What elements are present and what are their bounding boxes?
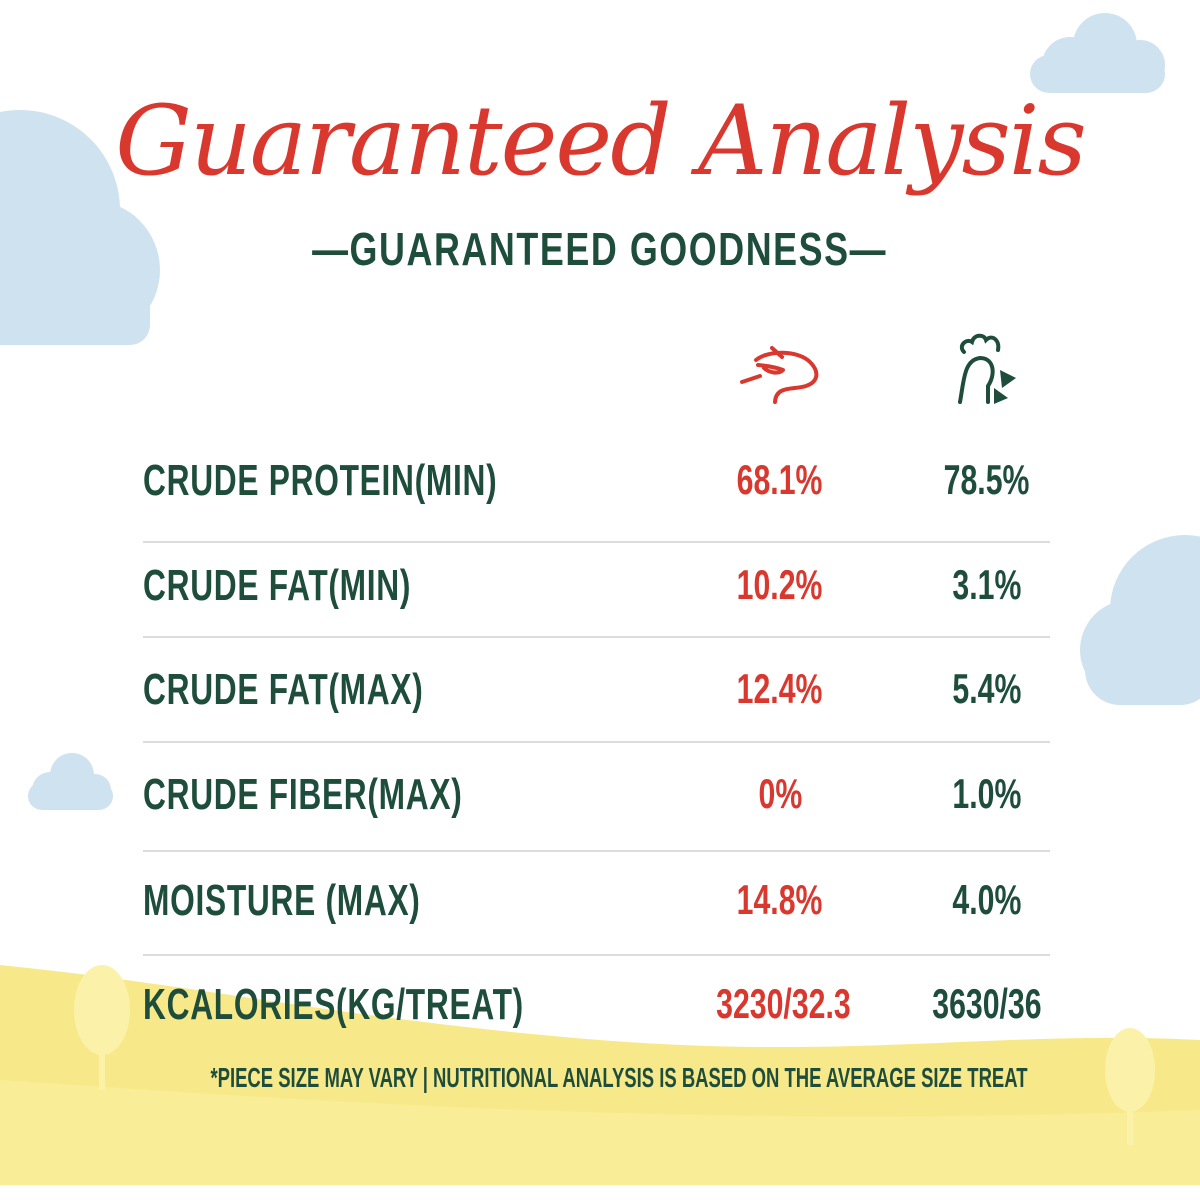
footnote: *PIECE SIZE MAY VARY | NUTRITIONAL ANALY… (210, 1062, 1028, 1093)
beef-value: 68.1% (737, 456, 823, 503)
tree-left (74, 965, 130, 1090)
cloud-small-left (28, 753, 113, 810)
chicken-value: 3.1% (952, 561, 1022, 608)
row-divider (143, 636, 1050, 638)
page-title: Guaranteed Analysis (115, 85, 1086, 197)
beef-value: 0% (758, 770, 802, 817)
subtitle: —GUARANTEED GOODNESS— (312, 223, 888, 275)
chicken-value: 4.0% (952, 876, 1022, 923)
row-divider (143, 954, 1050, 956)
cloud-top-right (1030, 13, 1165, 93)
cow-head-icon (740, 346, 819, 404)
row-label: MOISTURE (MAX) (143, 876, 421, 925)
cloud-left (0, 110, 160, 345)
chicken-value: 3630/36 (932, 980, 1042, 1027)
beef-value: 10.2% (737, 561, 823, 608)
cloud-right (1080, 535, 1200, 705)
row-label: CRUDE FAT(MIN) (143, 561, 412, 610)
table-row: CRUDE FIBER(MAX) 0% 1.0% (143, 770, 1050, 830)
row-label: CRUDE FIBER(MAX) (143, 770, 463, 819)
row-divider (143, 850, 1050, 852)
table-row: KCALORIES(KG/TREAT) 3230/32.3 3630/36 (143, 980, 1050, 1040)
row-divider (143, 741, 1050, 743)
rooster-head-icon (958, 333, 1016, 404)
beef-value: 12.4% (737, 665, 823, 712)
beef-value: 3230/32.3 (715, 980, 851, 1027)
chicken-value: 1.0% (952, 770, 1022, 817)
table-row: CRUDE FAT(MIN) 10.2% 3.1% (143, 561, 1050, 621)
row-divider (143, 541, 1050, 543)
row-label: CRUDE FAT(MAX) (143, 665, 424, 714)
beef-value: 14.8% (737, 876, 823, 923)
chicken-value: 78.5% (944, 456, 1030, 503)
tree-right (1105, 1028, 1155, 1145)
row-label: CRUDE PROTEIN(MIN) (143, 456, 498, 505)
table-row: CRUDE FAT(MAX) 12.4% 5.4% (143, 665, 1050, 725)
table-row: MOISTURE (MAX) 14.8% 4.0% (143, 876, 1050, 936)
row-label: KCALORIES(KG/TREAT) (143, 980, 524, 1029)
chicken-value: 5.4% (952, 665, 1022, 712)
table-row: CRUDE PROTEIN(MIN) 68.1% 78.5% (143, 456, 1050, 516)
